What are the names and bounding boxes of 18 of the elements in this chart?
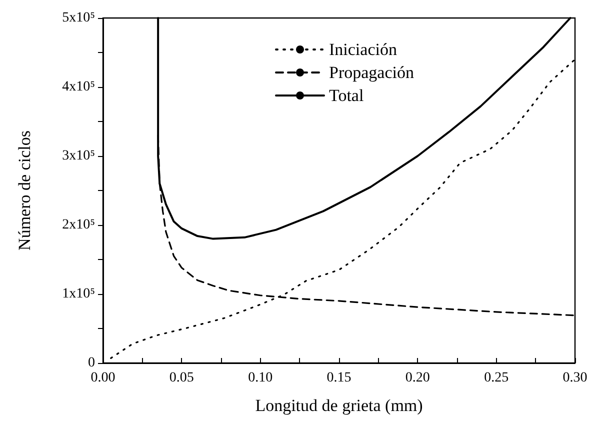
x-tick-label: 0.20 bbox=[405, 370, 430, 386]
y-tick-label: 2x10⁵ bbox=[62, 218, 96, 232]
y-tick-label: 5x10⁵ bbox=[62, 10, 96, 26]
y-axis-title: Número de ciclos bbox=[15, 130, 34, 250]
x-tick-label: 0.15 bbox=[326, 370, 352, 386]
legend-label: Total bbox=[329, 86, 364, 105]
y-tick-label: 3x10⁵ bbox=[62, 148, 96, 164]
legend-label: Iniciación bbox=[329, 40, 398, 59]
y-tick-label: 0 bbox=[88, 356, 95, 370]
x-tick-label: 0.25 bbox=[484, 370, 509, 386]
y-tick-label: 1x10⁵ bbox=[62, 286, 96, 302]
x-tick-label: 0.05 bbox=[169, 370, 194, 386]
x-tick-label: 0.10 bbox=[248, 370, 273, 386]
x-tick-label: 0.30 bbox=[562, 370, 588, 386]
y-tick-label: 4x10⁵ bbox=[62, 80, 96, 94]
x-axis-title: Longitud de grieta (mm) bbox=[255, 396, 423, 415]
x-tick-label: 0.00 bbox=[90, 370, 116, 386]
legend-label: Propagación bbox=[329, 63, 414, 82]
